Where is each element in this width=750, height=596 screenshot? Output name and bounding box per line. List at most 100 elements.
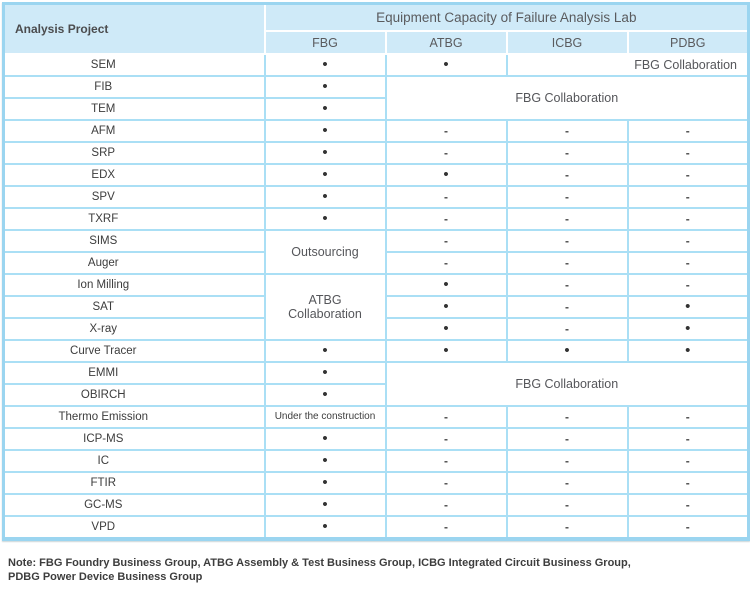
not-available-marker: - bbox=[384, 119, 508, 143]
available-marker: • bbox=[263, 53, 387, 77]
row-label: VPD bbox=[2, 515, 266, 540]
table-row-fib: FIB • FBG Collaboration bbox=[2, 75, 750, 121]
row-label: EDX bbox=[2, 163, 266, 187]
row-label: SAT bbox=[2, 295, 266, 319]
column-header-pdbg: PDBG bbox=[626, 30, 750, 55]
row-label: EMMI bbox=[2, 361, 266, 385]
column-header-atbg: ATBG bbox=[384, 30, 508, 55]
not-available-marker: - bbox=[505, 163, 629, 187]
not-available-marker: - bbox=[505, 295, 629, 319]
not-available-marker: - bbox=[626, 251, 750, 275]
under-the-construction-cell: Under the construction bbox=[263, 405, 387, 429]
not-available-marker: - bbox=[626, 141, 750, 165]
table-row-auger: Auger - - - bbox=[2, 251, 750, 275]
fbg-collaboration-cell: FBG Collaboration bbox=[384, 361, 750, 407]
not-available-marker: - bbox=[626, 119, 750, 143]
available-marker: • bbox=[263, 449, 387, 473]
available-marker: • bbox=[626, 317, 750, 341]
not-available-marker: - bbox=[626, 163, 750, 187]
available-marker: • bbox=[384, 53, 508, 77]
row-label: Thermo Emission bbox=[2, 405, 266, 429]
not-available-marker: - bbox=[505, 185, 629, 209]
table-body: SEM • • FBG Collaboration FIB • FBG Collaborat… bbox=[2, 53, 750, 540]
outsourcing-cell: Outsourcing bbox=[263, 229, 387, 275]
available-marker: • bbox=[384, 273, 508, 297]
not-available-marker: - bbox=[626, 405, 750, 429]
not-available-marker: - bbox=[505, 405, 629, 429]
row-label: SRP bbox=[2, 141, 266, 165]
table-row-thermo-emission: Thermo Emission Under the construction - - - bbox=[2, 405, 750, 429]
not-available-marker: - bbox=[505, 471, 629, 495]
not-available-marker: - bbox=[505, 449, 629, 473]
not-available-marker: - bbox=[384, 141, 508, 165]
available-marker: • bbox=[384, 317, 508, 341]
column-header-icbg: ICBG bbox=[505, 30, 629, 55]
not-available-marker: - bbox=[505, 515, 629, 540]
table-row-srp: SRP • - - - bbox=[2, 141, 750, 165]
table-row-vpd: VPD • - - - bbox=[2, 515, 750, 540]
available-marker: • bbox=[263, 427, 387, 451]
not-available-marker: - bbox=[626, 229, 750, 253]
row-label: AFM bbox=[2, 119, 266, 143]
row-label: GC-MS bbox=[2, 493, 266, 517]
not-available-marker: - bbox=[626, 207, 750, 231]
available-marker: • bbox=[626, 339, 750, 363]
available-marker: • bbox=[263, 339, 387, 363]
footnote: Note: FBG Foundry Business Group, ATBG A… bbox=[8, 557, 631, 583]
not-available-marker: - bbox=[626, 471, 750, 495]
not-available-marker: - bbox=[505, 141, 629, 165]
available-marker: • bbox=[263, 361, 387, 385]
available-marker: • bbox=[505, 339, 629, 363]
available-marker: • bbox=[384, 295, 508, 319]
not-available-marker: - bbox=[505, 119, 629, 143]
table-row-ftir: FTIR • - - - bbox=[2, 471, 750, 495]
not-available-marker: - bbox=[626, 449, 750, 473]
row-label: X-ray bbox=[2, 317, 266, 341]
available-marker: • bbox=[263, 75, 387, 99]
not-available-marker: - bbox=[384, 229, 508, 253]
not-available-marker: - bbox=[384, 515, 508, 540]
not-available-marker: - bbox=[626, 493, 750, 517]
available-marker: • bbox=[263, 141, 387, 165]
table-row-tem: TEM • bbox=[2, 97, 749, 121]
table-row-ion-milling: Ion Milling ATBG Collaboration • - - bbox=[2, 273, 750, 341]
header-row-groups: FBG ATBG ICBG PDBG bbox=[4, 30, 750, 55]
row-label: SEM bbox=[2, 53, 266, 77]
table-row-edx: EDX • • - - bbox=[2, 163, 750, 187]
table-row-sem: SEM • • FBG Collaboration bbox=[2, 53, 750, 77]
table-row-ic: IC • - - - bbox=[2, 449, 750, 473]
not-available-marker: - bbox=[384, 185, 508, 209]
not-available-marker: - bbox=[505, 427, 629, 451]
analysis-project-header: Analysis Project bbox=[2, 2, 266, 55]
equipment-capacity-table: Analysis Project Equipment Capacity of F… bbox=[2, 2, 750, 541]
table-row-curve-tracer: Curve Tracer • • • • bbox=[2, 339, 750, 363]
not-available-marker: - bbox=[505, 273, 629, 297]
table-row-txrf: TXRF • - - - bbox=[2, 207, 750, 231]
table-row-gc-ms: GC-MS • - - - bbox=[2, 493, 750, 517]
row-label: Curve Tracer bbox=[2, 339, 266, 363]
row-label: FIB bbox=[2, 75, 266, 99]
column-header-fbg: FBG bbox=[263, 30, 387, 55]
row-label: SPV bbox=[2, 185, 266, 209]
not-available-marker: - bbox=[505, 251, 629, 275]
not-available-marker: - bbox=[626, 515, 750, 540]
available-marker: • bbox=[263, 383, 387, 407]
row-label: OBIRCH bbox=[2, 383, 266, 407]
atbg-collaboration-cell: ATBG Collaboration bbox=[263, 273, 387, 341]
available-marker: • bbox=[263, 185, 387, 209]
available-marker: • bbox=[263, 163, 387, 187]
row-label: FTIR bbox=[2, 471, 266, 495]
not-available-marker: - bbox=[384, 251, 508, 275]
available-marker: • bbox=[263, 471, 387, 495]
fbg-collaboration-cell: FBG Collaboration bbox=[384, 75, 750, 121]
available-marker: • bbox=[626, 295, 750, 319]
not-available-marker: - bbox=[384, 449, 508, 473]
row-label: ICP-MS bbox=[2, 427, 266, 451]
row-label: TEM bbox=[2, 97, 266, 121]
table-row-icp-ms: ICP-MS • - - - bbox=[2, 427, 750, 451]
available-marker: • bbox=[263, 97, 387, 121]
not-available-marker: - bbox=[384, 427, 508, 451]
available-marker: • bbox=[384, 163, 508, 187]
table-row-emmi: EMMI • FBG Collaboration bbox=[2, 361, 750, 407]
not-available-marker: - bbox=[384, 405, 508, 429]
